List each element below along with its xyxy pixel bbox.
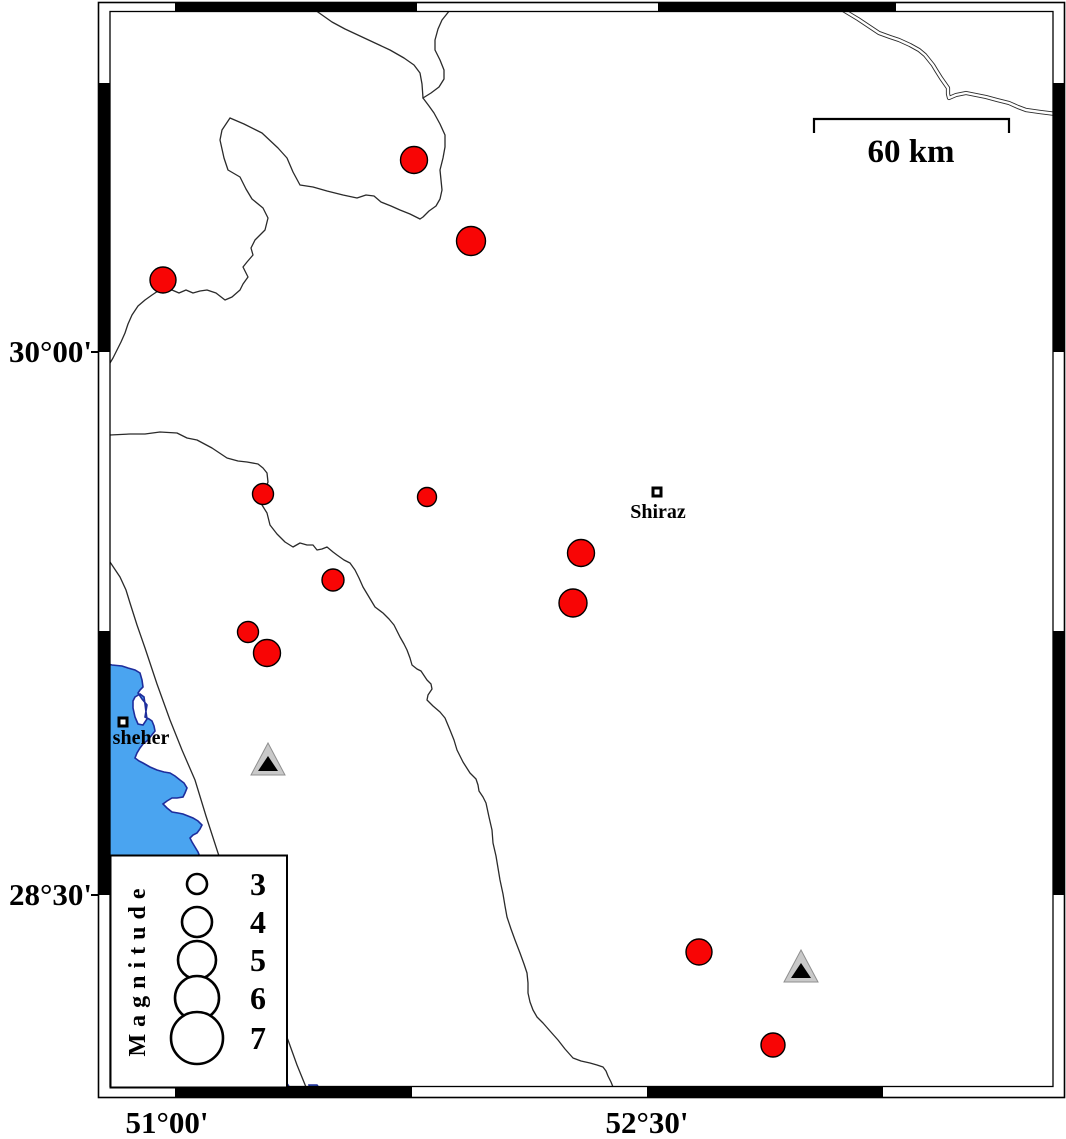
boundary-curve-top-hook bbox=[422, 9, 451, 99]
epicenter-marker bbox=[455, 225, 487, 257]
legend-magnitude-value: 6 bbox=[250, 980, 266, 1016]
peninsula-outline-coast bbox=[99, 117, 269, 369]
scale-bar-label: 60 km bbox=[867, 134, 954, 170]
frame-black-segments bbox=[98, 2, 1065, 1098]
legend-magnitude-circle bbox=[185, 872, 209, 896]
lon-label-5230: 52°30' bbox=[605, 1105, 688, 1139]
station-triangle-core-icon bbox=[791, 963, 811, 978]
epicenter-marker bbox=[558, 588, 588, 618]
lon-label-51: 51°00' bbox=[125, 1105, 208, 1139]
epicenter-marker bbox=[760, 1032, 786, 1058]
legend-magnitude-value: 4 bbox=[250, 904, 266, 940]
legend-magnitude-value: 5 bbox=[250, 942, 266, 978]
road-double-line bbox=[841, 8, 1057, 117]
legend-magnitude-circle bbox=[176, 939, 218, 981]
frame-band-left bbox=[98, 2, 110, 1098]
frame-outer-rect bbox=[97, 1, 1066, 1099]
city-label: Shiraz bbox=[630, 501, 686, 523]
station-triangle-core-icon bbox=[258, 756, 278, 771]
city-square-core-icon bbox=[654, 489, 660, 495]
city-square-core-icon bbox=[120, 719, 126, 725]
cities-layer: Shiraz sheher bbox=[113, 486, 686, 749]
boundary-curve-northwest bbox=[314, 9, 424, 99]
frame-band-top bbox=[98, 2, 1065, 12]
stations-layer bbox=[250, 741, 819, 983]
river-curve-central bbox=[109, 431, 616, 1097]
epicenter-marker bbox=[251, 482, 275, 506]
legend-magnitude-value: 3 bbox=[250, 866, 266, 902]
frame-band-right bbox=[1053, 2, 1065, 1098]
epicenter-marker bbox=[236, 620, 260, 644]
legend-magnitude-circle bbox=[180, 905, 214, 939]
epicenter-marker bbox=[685, 938, 713, 966]
epicenter-marker bbox=[566, 538, 596, 568]
frame-inner-rect bbox=[109, 10, 1054, 1088]
scale-bar-bracket bbox=[812, 117, 1011, 133]
epicenter-marker bbox=[321, 568, 345, 592]
epicenter-marker bbox=[252, 638, 282, 668]
legend-title: Magnitude bbox=[125, 881, 151, 1056]
road-centerline bbox=[842, 8, 1057, 116]
lat-label-2830: 28°30' bbox=[9, 877, 92, 912]
frame-band-bottom bbox=[98, 1086, 1065, 1098]
peninsula-outline-top bbox=[229, 117, 421, 220]
legend-magnitude-value: 7 bbox=[250, 1020, 266, 1056]
epicenter-marker bbox=[149, 266, 177, 294]
epicenters-layer bbox=[149, 145, 786, 1058]
legend-magnitude-circle bbox=[169, 1010, 225, 1066]
line-features bbox=[99, 9, 616, 1097]
map-frame bbox=[91, 1, 1066, 1099]
epicenter-marker bbox=[399, 145, 429, 175]
scale-bar: 60 km bbox=[812, 117, 1011, 170]
city-label: sheher bbox=[113, 727, 170, 749]
epicenter-marker bbox=[416, 486, 438, 508]
axis-labels: 30°00' 28°30' 51°00' 52°30' bbox=[9, 334, 689, 1139]
lat-label-30: 30°00' bbox=[9, 334, 92, 369]
boundary-curve-descending bbox=[419, 97, 446, 220]
